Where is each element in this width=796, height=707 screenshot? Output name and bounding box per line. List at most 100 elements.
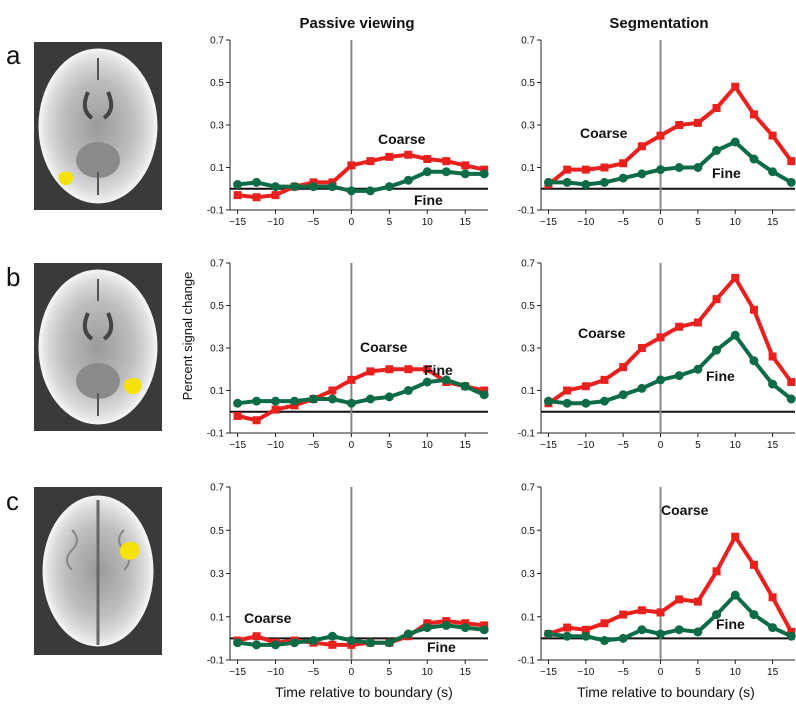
data-point-fine: [479, 169, 489, 179]
y-tick-label: 0.7: [210, 483, 224, 494]
data-point-fine: [479, 625, 489, 635]
series-line-fine: [548, 333, 793, 406]
data-point-fine: [252, 640, 262, 650]
data-point-fine: [327, 182, 337, 192]
data-point-coarse: [347, 161, 356, 170]
x-tick-label: 15: [767, 667, 779, 678]
x-tick-label: 5: [387, 667, 393, 678]
data-point-coarse: [712, 104, 721, 112]
data-point-fine: [693, 627, 703, 637]
data-point-fine: [543, 177, 553, 187]
data-point-fine: [656, 375, 666, 385]
x-tick-label: −10: [267, 667, 284, 678]
data-point-coarse: [600, 163, 609, 172]
data-point-fine: [768, 623, 778, 633]
data-point-fine: [271, 396, 281, 406]
data-point-coarse: [385, 365, 394, 374]
data-point-fine: [403, 629, 413, 639]
x-tick-label: 15: [460, 217, 472, 228]
x-tick-label: −5: [617, 217, 629, 228]
data-point-fine: [712, 345, 722, 355]
data-point-coarse: [385, 152, 394, 161]
data-point-fine: [441, 375, 451, 385]
brain-image-b: [34, 263, 162, 431]
y-tick-label: 0.3: [210, 569, 224, 580]
x-tick-label: −10: [267, 217, 284, 228]
data-point-coarse: [404, 150, 413, 159]
data-point-fine: [365, 186, 375, 196]
x-tick-label: 15: [767, 440, 779, 451]
data-point-fine: [233, 398, 243, 408]
y-tick-label: -0.1: [207, 206, 225, 217]
data-point-coarse: [366, 157, 375, 166]
data-point-fine: [422, 623, 432, 633]
x-axis-label-passive: Time relative to boundary (s): [275, 684, 453, 700]
series-line-coarse: [547, 534, 794, 636]
data-point-fine: [365, 394, 375, 404]
y-tick-label: 0.7: [521, 36, 535, 47]
data-point-fine: [346, 636, 356, 646]
y-tick-label: -0.1: [207, 656, 225, 667]
y-tick-label: -0.1: [207, 429, 225, 440]
data-point-fine: [600, 177, 609, 187]
y-tick-label: -0.1: [518, 429, 536, 440]
data-point-coarse: [768, 352, 777, 361]
data-point-coarse: [619, 610, 628, 619]
y-tick-label: 0.5: [521, 78, 535, 89]
x-tick-label: 10: [730, 667, 742, 678]
data-point-coarse: [693, 597, 702, 606]
x-tick-label: 0: [658, 440, 664, 451]
data-point-coarse: [600, 375, 609, 384]
data-point-coarse: [731, 82, 740, 91]
data-point-coarse: [423, 155, 432, 163]
data-point-fine: [730, 330, 740, 340]
data-point-coarse: [233, 412, 242, 420]
data-point-coarse: [749, 110, 758, 119]
x-tick-label: 0: [658, 217, 664, 228]
data-point-fine: [384, 638, 394, 648]
y-tick-label: 0.3: [210, 344, 224, 355]
data-point-fine: [637, 625, 647, 635]
data-point-fine: [290, 182, 299, 192]
x-tick-label: −5: [308, 217, 320, 228]
x-tick-label: 0: [349, 440, 355, 451]
data-point-coarse: [675, 121, 684, 129]
chart-b-passive: -0.1 0.1 0.3 0.5 0.7 −15 −10 −5 0 5 10 15 Coarse Fine: [207, 259, 489, 451]
row-label-b: b: [6, 262, 20, 292]
series-label-coarse: Coarse: [378, 131, 426, 147]
x-tick-label: −15: [540, 667, 557, 678]
series-label-coarse: Coarse: [661, 502, 709, 518]
data-point-fine: [581, 180, 591, 189]
chart-c-passive: -0.1 0.1 0.3 0.5 0.7 −15 −10 −5 0 5 10 15 Coarse Fine: [207, 483, 489, 678]
x-tick-label: −15: [229, 667, 246, 678]
x-tick-label: −10: [577, 667, 594, 678]
data-point-fine: [656, 165, 666, 175]
x-tick-label: 0: [349, 217, 355, 228]
y-tick-label: 0.3: [521, 569, 535, 580]
y-tick-label: 0.7: [210, 259, 224, 270]
data-point-fine: [693, 163, 703, 172]
data-point-fine: [600, 396, 609, 406]
data-point-fine: [712, 146, 722, 155]
data-point-coarse: [787, 157, 796, 166]
data-point-coarse: [581, 165, 590, 174]
brain-image-a: [34, 42, 162, 210]
data-point-coarse: [693, 118, 702, 127]
data-point-coarse: [563, 386, 572, 395]
y-tick-label: 0.5: [521, 526, 535, 537]
y-tick-label: 0.1: [210, 163, 224, 174]
x-tick-label: 15: [767, 217, 779, 228]
y-tick-label: 0.5: [210, 526, 224, 537]
row-label-c: c: [6, 486, 19, 516]
x-tick-label: 10: [730, 440, 742, 451]
data-point-fine: [712, 610, 722, 620]
y-tick-label: 0.5: [521, 301, 535, 312]
x-tick-label: 15: [460, 667, 472, 678]
data-point-fine: [581, 398, 591, 408]
data-point-fine: [460, 169, 470, 179]
data-point-coarse: [271, 191, 280, 200]
chart-a-seg: -0.1 0.1 0.3 0.5 0.7 −15 −10 −5 0 5 10 15 Coarse Fine: [518, 36, 796, 228]
activation-blob-b: [124, 378, 142, 395]
x-tick-label: 5: [695, 440, 701, 451]
